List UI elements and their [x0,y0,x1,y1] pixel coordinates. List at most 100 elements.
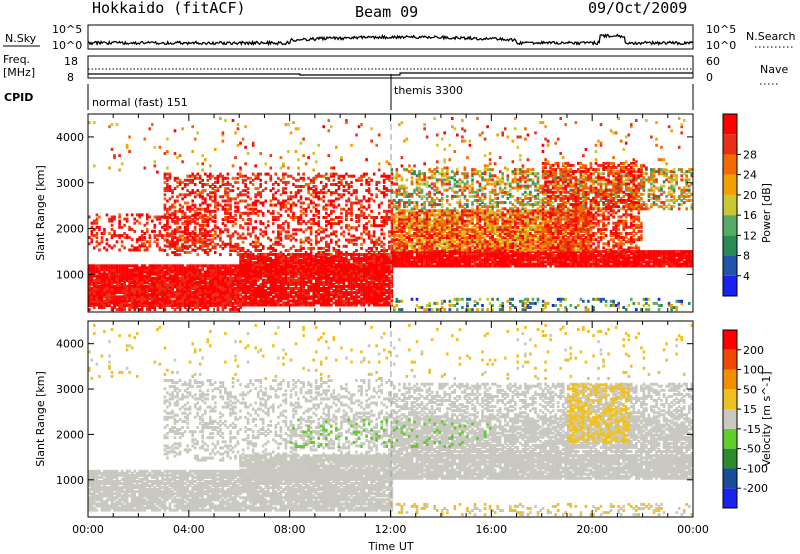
heatmap-cell [216,287,220,291]
heatmap-cell [347,272,351,276]
heatmap-cell [415,258,419,262]
heatmap-cell [561,250,565,254]
heatmap-cell [410,262,414,266]
heatmap-cell [128,306,131,309]
heatmap-cell [337,263,341,267]
heatmap-cell [196,293,199,297]
heatmap-cell [458,238,462,242]
heatmap-cell [277,267,280,271]
heatmap-cell [382,263,386,267]
heatmap-cell [198,274,202,278]
heatmap-cell [110,297,114,301]
heatmap-cell [377,267,381,271]
heatmap-cell [302,295,305,299]
heatmap-cell [198,304,202,307]
heatmap-cell [282,297,285,301]
heatmap-cell [564,258,567,262]
heatmap-cell [335,299,338,303]
heatmap-cell [496,223,499,227]
heatmap-cell [456,250,459,254]
heatmap-cell [481,248,484,252]
heatmap-cell [380,254,383,258]
heatmap-cell [473,213,477,217]
heatmap-cell [491,244,494,248]
heatmap-cell [93,303,96,307]
heatmap-cell [105,266,109,270]
heatmap-cell [352,287,356,290]
heatmap-cell [183,270,187,274]
heatmap-cell [640,256,643,260]
heatmap-cell [337,259,341,262]
heatmap-cell [166,289,169,293]
heatmap-cell [113,268,116,272]
heatmap-cell [135,272,139,276]
heatmap-cell [473,256,477,260]
heatmap-cell [393,225,396,229]
heatmap-cell [299,287,303,290]
heatmap-cell [493,260,497,264]
heatmap-cell [302,297,305,301]
heatmap-cell [347,265,351,269]
heatmap-cell [536,264,540,268]
heatmap-cell [156,264,159,268]
heatmap-cell [453,248,457,252]
heatmap-cell [224,297,227,301]
heatmap-cell [214,299,217,303]
heatmap-cell [193,287,197,290]
heatmap-cell [413,211,416,215]
heatmap-cell [135,274,139,278]
heatmap-cell [451,256,454,260]
heatmap-cell [622,254,625,258]
heatmap-cell [501,240,504,244]
heatmap-cell [476,240,479,244]
heatmap-cell [264,269,268,273]
heatmap-cell [335,284,338,288]
heatmap-cell [193,277,197,281]
heatmap-cell [249,287,252,290]
heatmap-cell [650,254,653,258]
heatmap-cell [201,287,204,290]
heatmap-cell [133,308,136,312]
heatmap-cell [362,287,366,290]
heatmap-cell [506,256,510,260]
heatmap-cell [193,295,197,299]
heatmap-cell [365,287,368,290]
heatmap-cell [428,217,431,221]
heatmap-cell [330,261,333,265]
heatmap-cell [299,259,303,262]
heatmap-cell [186,301,189,305]
heatmap-cell [599,252,603,256]
heatmap-cell [667,252,671,256]
heatmap-cell [163,308,167,312]
heatmap-cell [335,263,338,267]
heatmap-cell [201,264,204,268]
heatmap-cell [458,252,462,256]
heatmap-cell [423,225,426,229]
heatmap-cell [123,297,126,301]
heatmap-cell [433,215,436,219]
heatmap-cell [239,259,242,262]
heatmap-cell [244,278,247,282]
heatmap-cell [264,278,268,282]
heatmap-cell [221,291,225,295]
heatmap-cell [115,280,119,284]
heatmap-cell [672,262,676,266]
heatmap-cell [297,280,300,284]
heatmap-cell [193,279,197,283]
heatmap-cell [612,262,615,266]
heatmap-cell [146,295,149,299]
heatmap-cell [130,277,134,281]
heatmap-cell [453,232,457,235]
heatmap-cell [534,250,537,254]
heatmap-cell [297,263,300,267]
heatmap-cell [430,211,434,215]
heatmap-cell [425,213,429,217]
heatmap-cell [410,260,414,264]
heatmap-cell [239,261,242,265]
heatmap-cell [365,252,368,256]
heatmap-cell [456,242,459,246]
heatmap-cell [405,217,409,221]
heatmap-cell [88,280,91,284]
heatmap-cell [297,287,300,290]
heatmap-cell [385,259,389,262]
